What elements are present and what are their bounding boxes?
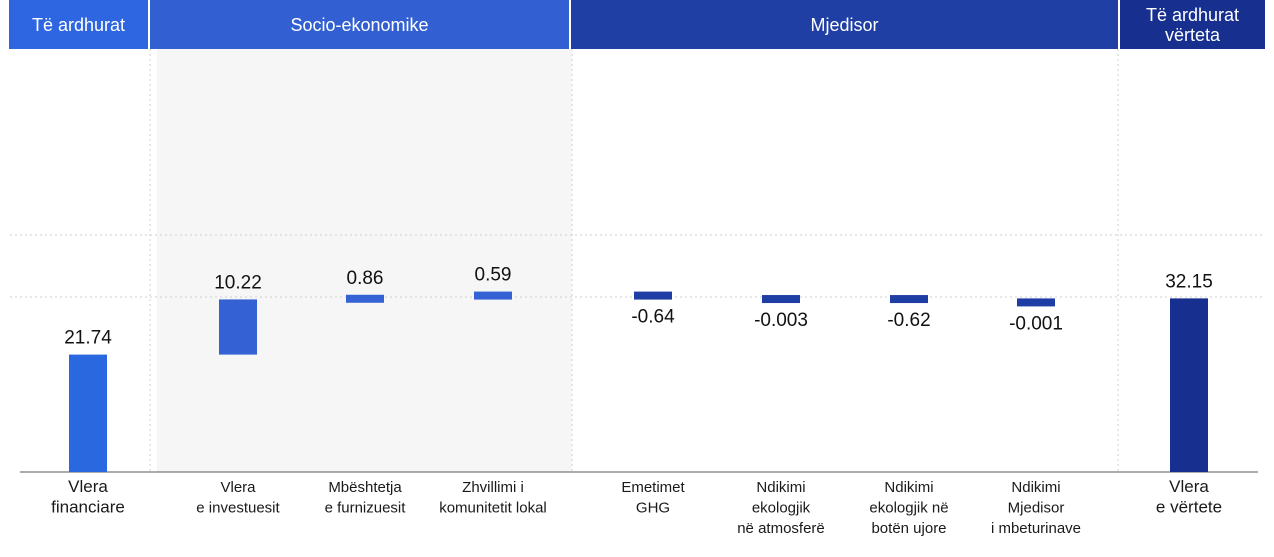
category-label: Vlera [220,479,256,496]
data-label: 32.15 [1165,271,1213,292]
category-label: e investuesit [196,500,280,517]
category-label: GHG [636,500,670,517]
header-financial: Të ardhurat [9,0,148,49]
category-label: Mjedisor [1008,500,1065,517]
category-label: Ndikimi [756,479,805,496]
category-label: ekologjik në [869,500,948,517]
data-label: -0.003 [754,310,808,331]
category-label: Ndikimi [884,479,933,496]
category-label: i mbeturinave [991,520,1081,537]
data-label: 21.74 [64,328,112,349]
category-label: botën ujore [871,520,946,537]
header-socio-economic: Socio-ekonomike [150,0,569,49]
bar [69,354,107,472]
bar [1170,298,1208,472]
bar [762,295,800,304]
category-label: ekologjik [752,500,811,517]
data-label: 0.86 [347,268,384,289]
data-label: 0.59 [475,265,512,286]
category-label: Vlera [1169,477,1209,496]
data-label: 10.22 [214,272,262,293]
category-label: Ndikimi [1011,479,1060,496]
bar [346,294,384,303]
category-label: Mbështetja [328,479,402,496]
bar [474,291,512,300]
socio-economic-band [157,49,572,472]
category-label: e furnizuesit [325,500,407,517]
category-label: në atmosferë [737,520,825,537]
category-label: Emetimet [621,479,685,496]
category-label: e vërtete [1156,498,1222,517]
category-label: financiare [51,498,125,517]
category-label: Vlera [68,477,108,496]
bar [890,295,928,304]
category-label: Zhvillimi i [462,479,524,496]
data-label: -0.001 [1009,313,1063,334]
bar [634,291,672,300]
data-label: -0.62 [887,310,930,331]
header-environmental: Mjedisor [571,0,1118,49]
bar [1017,298,1055,307]
bar [219,299,257,355]
category-label: komunitetit lokal [439,500,547,517]
header-true-value: Të ardhurat vërteta [1120,0,1265,49]
data-label: -0.64 [631,307,675,328]
